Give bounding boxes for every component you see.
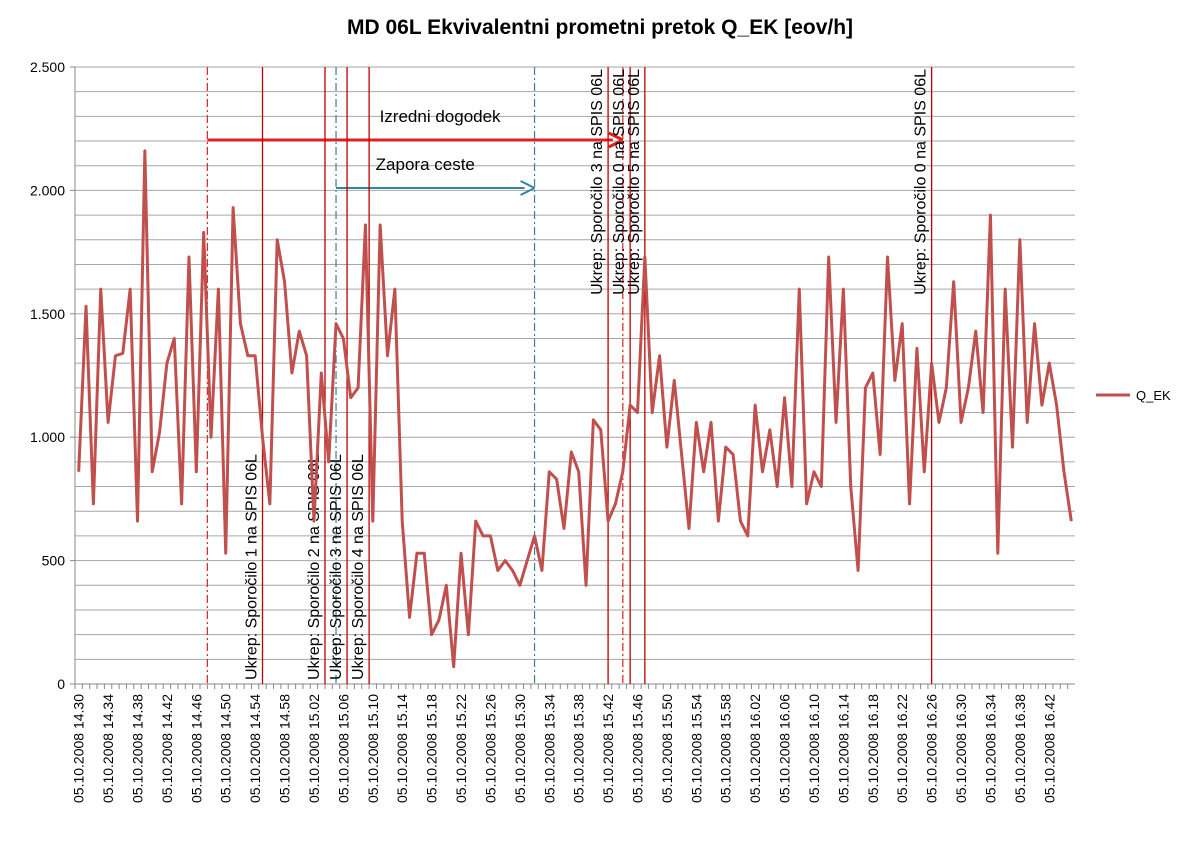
y-tick-label: 0 bbox=[57, 676, 65, 692]
range-label: Izredni dogodek bbox=[380, 107, 501, 126]
x-tick-label: 05.10.2008 14.58 bbox=[277, 694, 293, 803]
x-tick-label: 05.10.2008 15.38 bbox=[571, 694, 587, 803]
x-tick-label: 05.10.2008 14.30 bbox=[71, 694, 87, 803]
event-label: Ukrep: Sporočilo 2 na SPIS 06L bbox=[306, 454, 323, 680]
y-tick-label: 2.500 bbox=[30, 59, 65, 75]
x-tick-label: 05.10.2008 14.46 bbox=[188, 694, 204, 803]
y-tick-label: 2.000 bbox=[30, 182, 65, 198]
x-tick-label: 05.10.2008 15.58 bbox=[718, 694, 734, 803]
x-tick-label: 05.10.2008 15.14 bbox=[394, 694, 410, 803]
x-tick-label: 05.10.2008 14.50 bbox=[218, 694, 234, 803]
x-tick-label: 05.10.2008 15.22 bbox=[453, 694, 469, 803]
x-tick-label: 05.10.2008 15.42 bbox=[600, 694, 616, 803]
x-tick-label: 05.10.2008 15.26 bbox=[482, 694, 498, 803]
x-tick-label: 05.10.2008 15.34 bbox=[541, 694, 557, 803]
x-tick-label: 05.10.2008 16.42 bbox=[1041, 694, 1057, 803]
x-tick-label: 05.10.2008 14.34 bbox=[100, 694, 116, 803]
x-tick-label: 05.10.2008 16.34 bbox=[982, 694, 998, 803]
x-tick-label: 05.10.2008 14.38 bbox=[130, 694, 146, 803]
arrow-head bbox=[608, 131, 624, 149]
x-tick-label: 05.10.2008 15.46 bbox=[630, 694, 646, 803]
x-tick-label: 05.10.2008 14.42 bbox=[159, 694, 175, 803]
x-tick-label: 05.10.2008 16.18 bbox=[865, 694, 881, 803]
y-tick-label: 1.500 bbox=[30, 306, 65, 322]
event-label: Ukrep: Sporočilo 3 na SPIS 06L bbox=[328, 454, 345, 680]
x-tick-label: 05.10.2008 16.38 bbox=[1012, 694, 1028, 803]
x-tick-label: 05.10.2008 16.26 bbox=[924, 694, 940, 803]
chart-title: MD 06L Ekvivalentni prometni pretok Q_EK… bbox=[347, 16, 853, 39]
x-tick-label: 05.10.2008 15.02 bbox=[306, 694, 322, 803]
arrow-head bbox=[520, 180, 536, 196]
x-tick-label: 05.10.2008 16.02 bbox=[747, 694, 763, 803]
event-label: Ukrep: Sporočilo 4 na SPIS 06L bbox=[350, 454, 367, 680]
event-label: Ukrep: Sporočilo 1 na SPIS 06L bbox=[244, 454, 261, 680]
event-label: Ukrep: Sporočilo 5 na SPIS 06L bbox=[626, 69, 643, 295]
data-line bbox=[77, 149, 1073, 669]
x-tick-label: 05.10.2008 16.10 bbox=[806, 694, 822, 803]
x-tick-label: 05.10.2008 15.30 bbox=[512, 694, 528, 803]
x-tick-label: 05.10.2008 16.22 bbox=[894, 694, 910, 803]
y-tick-label: 500 bbox=[42, 553, 66, 569]
x-tick-label: 05.10.2008 15.06 bbox=[335, 694, 351, 803]
event-label: Ukrep: Sporočilo 0 na SPIS 06L bbox=[611, 69, 628, 295]
x-tick-label: 05.10.2008 15.18 bbox=[424, 694, 440, 803]
event-label: Ukrep: Sporočilo 0 na SPIS 06L bbox=[913, 69, 930, 295]
x-tick-label: 05.10.2008 14.54 bbox=[247, 694, 263, 803]
legend-label: Q_EK bbox=[1136, 388, 1171, 403]
x-tick-label: 05.10.2008 16.06 bbox=[777, 694, 793, 803]
x-tick-label: 05.10.2008 15.10 bbox=[365, 694, 381, 803]
range-label: Zapora ceste bbox=[376, 155, 475, 174]
x-tick-label: 05.10.2008 16.14 bbox=[835, 694, 851, 803]
x-tick-label: 05.10.2008 16.30 bbox=[953, 694, 969, 803]
event-label: Ukrep: Sporočilo 3 na SPIS 06L bbox=[589, 69, 606, 295]
x-tick-label: 05.10.2008 15.54 bbox=[688, 694, 704, 803]
y-tick-label: 1.000 bbox=[30, 429, 65, 445]
x-tick-label: 05.10.2008 15.50 bbox=[659, 694, 675, 803]
